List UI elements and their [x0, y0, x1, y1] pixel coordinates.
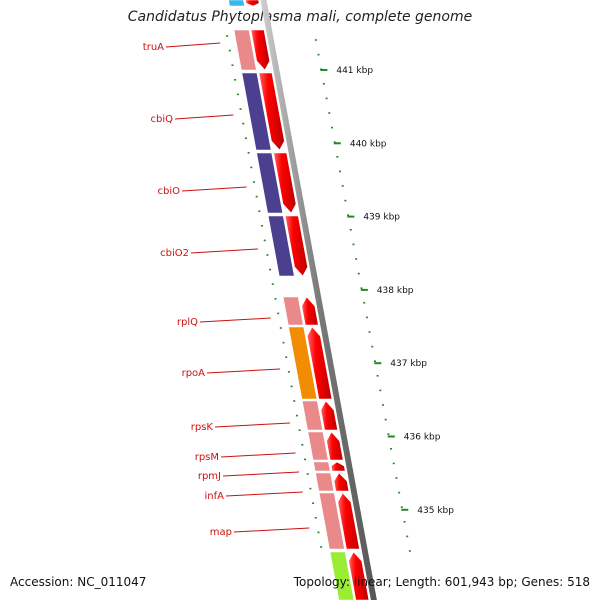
gene-arrow-rpsK — [320, 400, 338, 431]
gene-label-infA: infA — [205, 491, 225, 502]
gene-arrow-rpoA — [306, 326, 333, 400]
gene-arrow-partial-gene — [348, 551, 370, 600]
cog-segment-rplQ — [282, 296, 304, 326]
gene-label-cbiQ: cbiQ — [151, 114, 174, 125]
gene-arrows — [245, 0, 370, 600]
cog-segment-rpmJ — [313, 461, 331, 472]
gene-label-rpmJ: rpmJ — [198, 471, 221, 482]
cog-segment-rpoA — [288, 326, 318, 400]
gene-leader-cbiO — [181, 186, 247, 192]
scale-label-437: 437 kbp — [390, 359, 427, 369]
gene-label-rpsK: rpsK — [191, 422, 214, 433]
gene-leader-rpsM — [220, 452, 296, 458]
cog-segment-rpsM — [307, 431, 329, 461]
cog-segment-infA — [315, 472, 335, 492]
scale-label-439: 439 kbp — [363, 213, 400, 223]
gene-leader-truA — [165, 42, 221, 48]
gene-label-cbiO2: cbiO2 — [160, 248, 189, 259]
scale-ticks: 441 kbp 440 kbp 439 kbp 438 kbp 437 kbp 436 k… — [320, 66, 454, 516]
scale-label-440: 440 kbp — [350, 139, 387, 149]
scale-label-436: 436 kbp — [404, 433, 441, 443]
gene-arrow-truA — [250, 29, 271, 71]
gene-label-rpoA: rpoA — [182, 368, 206, 379]
genome-title: Candidatus Phytoplasma mali, complete ge… — [127, 9, 473, 25]
cog-segment-partial-gene — [228, 0, 245, 7]
gene-arrow-rpmJ — [330, 461, 346, 472]
cog-segment-cbiQ — [241, 72, 272, 151]
gene-label-map: map — [210, 527, 232, 538]
gene-leader-rpmJ — [222, 471, 300, 477]
gene-arrow-rpsM — [326, 431, 344, 461]
gene-arrow-partial-gene — [245, 0, 260, 7]
cog-segment-partial-gene — [329, 551, 355, 600]
scale-label-438: 438 kbp — [377, 286, 414, 296]
cog-segment-cbiO — [256, 152, 284, 214]
gene-arrow-map — [337, 492, 360, 550]
scale-label-441: 441 kbp — [336, 66, 373, 76]
gene-leader-map — [233, 527, 310, 533]
accession-text: Accession: NC_011047 — [10, 575, 147, 589]
cog-segment-cbiO2 — [267, 215, 295, 277]
gene-leader-rplQ — [199, 317, 271, 323]
gene-label-cbiO: cbiO — [158, 186, 181, 197]
cog-segment-map — [318, 492, 345, 550]
scale-dots — [226, 35, 411, 552]
gene-label-rplQ: rplQ — [177, 317, 198, 328]
scale-label-435: 435 kbp — [417, 506, 454, 516]
gene-arrow-cbiQ — [258, 72, 285, 151]
gene-labels: truA cbiQ cbiO cbiO2 rplQ rpoA rpsK rpsM rpmJ inf… — [143, 42, 310, 538]
gene-leader-infA — [225, 491, 303, 497]
gene-arrow-infA — [333, 472, 350, 492]
gene-leader-rpoA — [206, 368, 281, 374]
gene-label-rpsM: rpsM — [195, 452, 219, 463]
cog-segment-rpsK — [301, 400, 323, 431]
cog-segment-truA — [233, 29, 257, 71]
cog-segments — [228, 0, 355, 600]
gene-label-truA: truA — [143, 42, 164, 53]
gene-arrow-rplQ — [301, 296, 319, 326]
gene-leader-cbiO2 — [190, 248, 259, 254]
gene-arrow-cbiO — [273, 152, 297, 214]
gene-leader-cbiQ — [174, 114, 234, 120]
genome-backbone — [260, 0, 377, 600]
gene-arrow-cbiO2 — [284, 215, 308, 277]
gene-leader-rpsK — [214, 422, 291, 428]
topology-text: Topology: linear; Length: 601,943 bp; Ge… — [293, 575, 590, 589]
